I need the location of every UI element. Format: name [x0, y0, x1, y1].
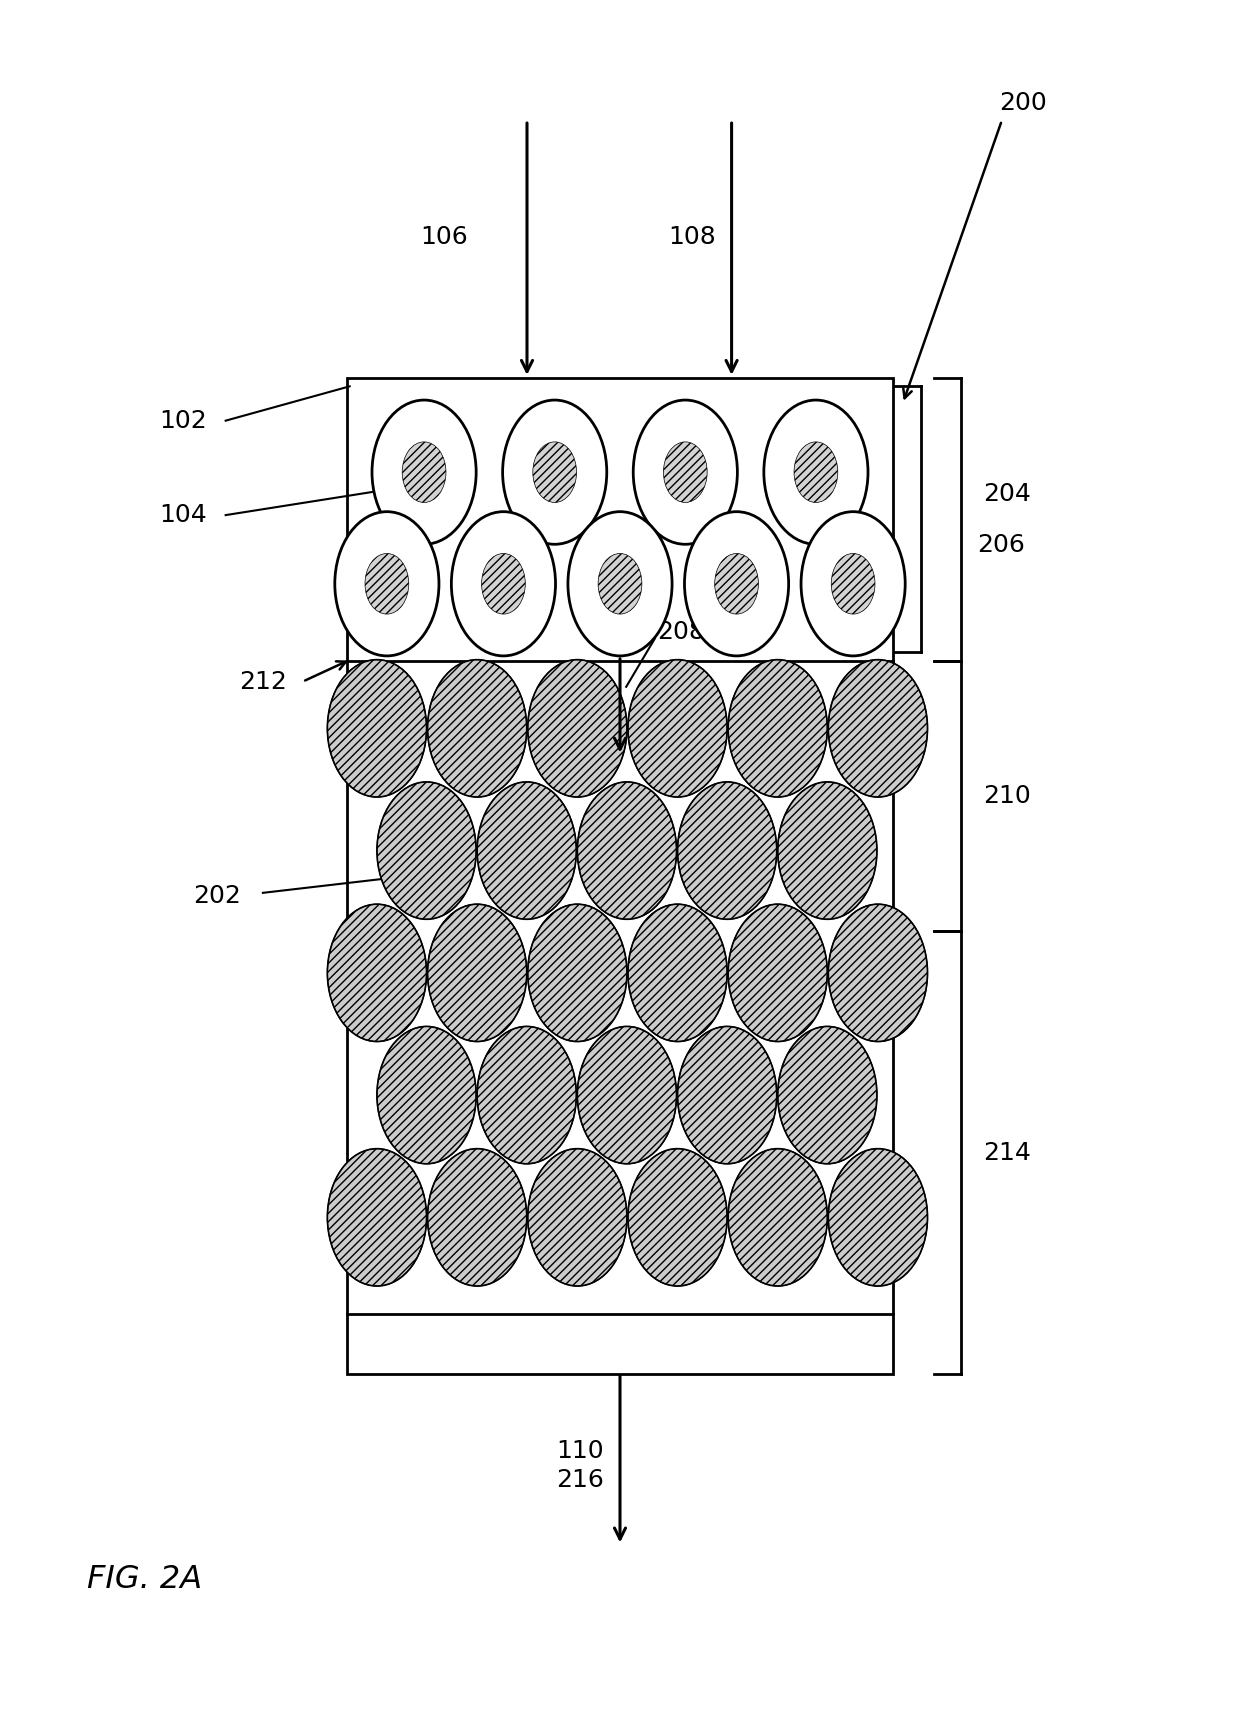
Circle shape — [828, 659, 928, 797]
Text: 210: 210 — [983, 785, 1032, 809]
Circle shape — [677, 1027, 776, 1164]
Circle shape — [428, 905, 527, 1042]
Circle shape — [627, 1149, 727, 1286]
Text: 106: 106 — [420, 225, 467, 249]
Text: 110: 110 — [557, 1439, 604, 1463]
Circle shape — [714, 553, 759, 615]
Circle shape — [402, 441, 446, 503]
Circle shape — [831, 553, 875, 615]
Circle shape — [578, 781, 677, 919]
Text: 104: 104 — [160, 503, 207, 527]
Circle shape — [477, 781, 577, 919]
Circle shape — [627, 905, 727, 1042]
Circle shape — [327, 659, 427, 797]
Circle shape — [627, 659, 727, 797]
Circle shape — [764, 400, 868, 544]
Text: 204: 204 — [983, 482, 1032, 505]
Circle shape — [528, 905, 627, 1042]
Circle shape — [728, 659, 827, 797]
Circle shape — [335, 512, 439, 656]
Circle shape — [663, 441, 707, 503]
Circle shape — [372, 400, 476, 544]
Circle shape — [528, 1149, 627, 1286]
Circle shape — [377, 781, 476, 919]
Text: 216: 216 — [557, 1468, 604, 1492]
Text: 202: 202 — [193, 884, 241, 908]
Text: 206: 206 — [977, 534, 1025, 556]
Circle shape — [428, 1149, 527, 1286]
Circle shape — [533, 441, 577, 503]
Circle shape — [528, 659, 627, 797]
Circle shape — [568, 512, 672, 656]
Bar — [347, 378, 893, 1374]
Text: 214: 214 — [983, 1140, 1032, 1164]
Circle shape — [481, 553, 526, 615]
Circle shape — [801, 512, 905, 656]
Text: 208: 208 — [657, 620, 706, 644]
Circle shape — [477, 1027, 577, 1164]
Text: 212: 212 — [239, 670, 286, 694]
Circle shape — [598, 553, 642, 615]
Circle shape — [634, 400, 738, 544]
Circle shape — [828, 905, 928, 1042]
Circle shape — [327, 1149, 427, 1286]
Circle shape — [451, 512, 556, 656]
Circle shape — [684, 512, 789, 656]
Circle shape — [777, 1027, 877, 1164]
Text: 102: 102 — [160, 409, 207, 433]
Circle shape — [777, 781, 877, 919]
Circle shape — [502, 400, 606, 544]
Circle shape — [828, 1149, 928, 1286]
Circle shape — [677, 781, 776, 919]
Circle shape — [428, 659, 527, 797]
Circle shape — [365, 553, 409, 615]
Circle shape — [377, 1027, 476, 1164]
Text: FIG. 2A: FIG. 2A — [87, 1564, 202, 1595]
Circle shape — [578, 1027, 677, 1164]
Circle shape — [794, 441, 838, 503]
Circle shape — [728, 1149, 827, 1286]
Text: 108: 108 — [668, 225, 715, 249]
Circle shape — [327, 905, 427, 1042]
Circle shape — [728, 905, 827, 1042]
Text: 200: 200 — [999, 91, 1047, 115]
